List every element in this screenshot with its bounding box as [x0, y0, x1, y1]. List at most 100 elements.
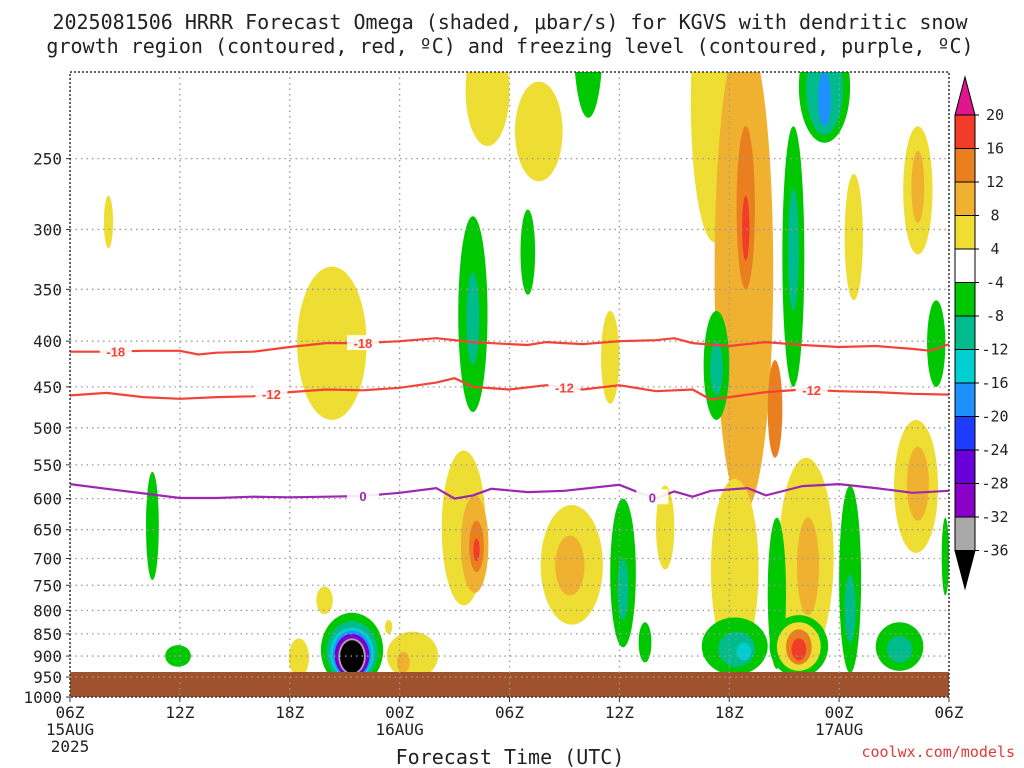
colorbar-segment	[954, 349, 976, 384]
colorbar-segment	[954, 516, 976, 551]
omega-region	[555, 535, 585, 596]
omega-region	[165, 645, 191, 667]
y-tick-label: 250	[33, 150, 62, 169]
chart-subtitle: growth region (contoured, red, ºC) and f…	[46, 34, 973, 58]
omega-region	[767, 360, 783, 458]
omega-region	[911, 150, 925, 223]
contour-label: -12	[262, 387, 281, 402]
omega-region	[886, 636, 913, 663]
omega-region	[465, 72, 510, 147]
contour-line--18	[70, 337, 949, 356]
contour-line-0	[70, 482, 949, 500]
colorbar-segment	[954, 114, 976, 149]
omega-region	[396, 651, 410, 673]
omega-region	[386, 631, 439, 680]
y-tick-label: 300	[33, 220, 62, 239]
colorbar-label: -32	[981, 508, 1008, 526]
temperature-contours: -18 -18 -12 -12 -12 0 0	[70, 335, 949, 505]
y-tick-label: 1000	[23, 688, 62, 707]
x-tick-label: 12Z	[165, 703, 194, 722]
contour-label: 0	[359, 489, 366, 504]
colorbar-segment	[954, 181, 976, 216]
omega-region	[742, 195, 750, 261]
omega-region	[941, 517, 949, 596]
omega-region	[818, 72, 831, 127]
contour-label: -12	[802, 383, 821, 398]
plot-area: -18 -18 -12 -12 -12 0 0	[69, 71, 950, 698]
omega-region	[473, 538, 480, 562]
y-tick-label: 400	[33, 332, 62, 351]
x-tick-label: 18Z	[715, 703, 744, 722]
y-tick-label: 350	[33, 280, 62, 299]
contour-label: -12	[555, 380, 574, 395]
contour-label: 0	[649, 490, 656, 505]
colorbar-label: -20	[981, 408, 1008, 426]
contour-label-bg	[795, 381, 828, 397]
colorbar-label: -4	[986, 274, 1004, 292]
colorbar-min-arrow	[954, 550, 976, 591]
contour-label: -18	[106, 344, 125, 359]
omega-region	[906, 446, 929, 521]
x-axis-label: Forecast Time (UTC)	[396, 745, 625, 768]
omega-region	[288, 638, 309, 678]
omega-region	[601, 310, 620, 404]
colorbar-label: 12	[986, 173, 1004, 191]
contour-label-bg	[255, 386, 288, 402]
colorbar-legend: 20 16 12 8 4 -4 -8 -12 -16 -20 -24 -28 -32 -36	[954, 75, 1009, 591]
credit-link[interactable]: coolwx.com/models	[861, 743, 1015, 761]
y-tick-label: 450	[33, 378, 62, 397]
x-tick-label: 00Z	[825, 703, 854, 722]
colorbar-segment	[954, 215, 976, 250]
colorbar-segment	[954, 315, 976, 350]
colorbar-label: -8	[986, 307, 1004, 325]
contour-label-bg	[99, 343, 132, 359]
x-tick-label: 06Z	[935, 703, 964, 722]
omega-region	[710, 341, 723, 396]
contour-label-bg	[347, 488, 379, 504]
omega-region	[574, 72, 602, 118]
colorbar-label: -12	[981, 341, 1008, 359]
omega-region	[714, 72, 774, 512]
y-tick-label: 950	[33, 668, 62, 687]
x-tick-label: 00Z	[385, 703, 414, 722]
y-tick-label: 900	[33, 647, 62, 666]
y-tick-label: 500	[33, 419, 62, 438]
omega-region	[787, 188, 799, 311]
x-tick-label: 06Z	[56, 703, 85, 722]
omega-region	[466, 272, 480, 365]
x-tick-label: 06Z	[495, 703, 524, 722]
omega-region	[617, 558, 629, 620]
contour-line--12	[70, 377, 949, 401]
omega-region	[514, 81, 563, 182]
contour-label-bg	[347, 335, 379, 351]
colorbar-segment	[954, 382, 976, 417]
omega-region	[656, 485, 675, 570]
y-tick-label: 800	[33, 601, 62, 620]
colorbar-segment	[954, 416, 976, 451]
x-year-label: 2025	[51, 737, 90, 756]
colorbar-segment	[954, 248, 976, 283]
contour-label-bg	[548, 379, 581, 395]
pressure-axis: 250 300 350 400 450 500 550 600 650 700 750 800 850 9…	[23, 150, 70, 707]
omega-region	[791, 638, 807, 661]
colorbar-label: 16	[986, 140, 1004, 158]
colorbar-label: -16	[981, 374, 1008, 392]
y-tick-label: 850	[33, 625, 62, 644]
terrain-layer	[70, 672, 949, 697]
x-tick-label: 12Z	[605, 703, 634, 722]
colorbar-label: -36	[981, 542, 1008, 560]
contour-label: -18	[354, 336, 373, 351]
colorbar-segment	[954, 449, 976, 484]
omega-region	[710, 478, 759, 661]
terrain-fill	[70, 672, 949, 697]
grid-lines	[70, 72, 949, 697]
omega-region	[736, 642, 752, 661]
colorbar-segment	[954, 483, 976, 518]
colorbar-segment	[954, 282, 976, 317]
omega-region	[384, 619, 393, 634]
omega-region	[927, 300, 946, 387]
omega-region	[145, 471, 159, 581]
omega-region	[844, 173, 863, 301]
y-tick-label: 600	[33, 490, 62, 509]
